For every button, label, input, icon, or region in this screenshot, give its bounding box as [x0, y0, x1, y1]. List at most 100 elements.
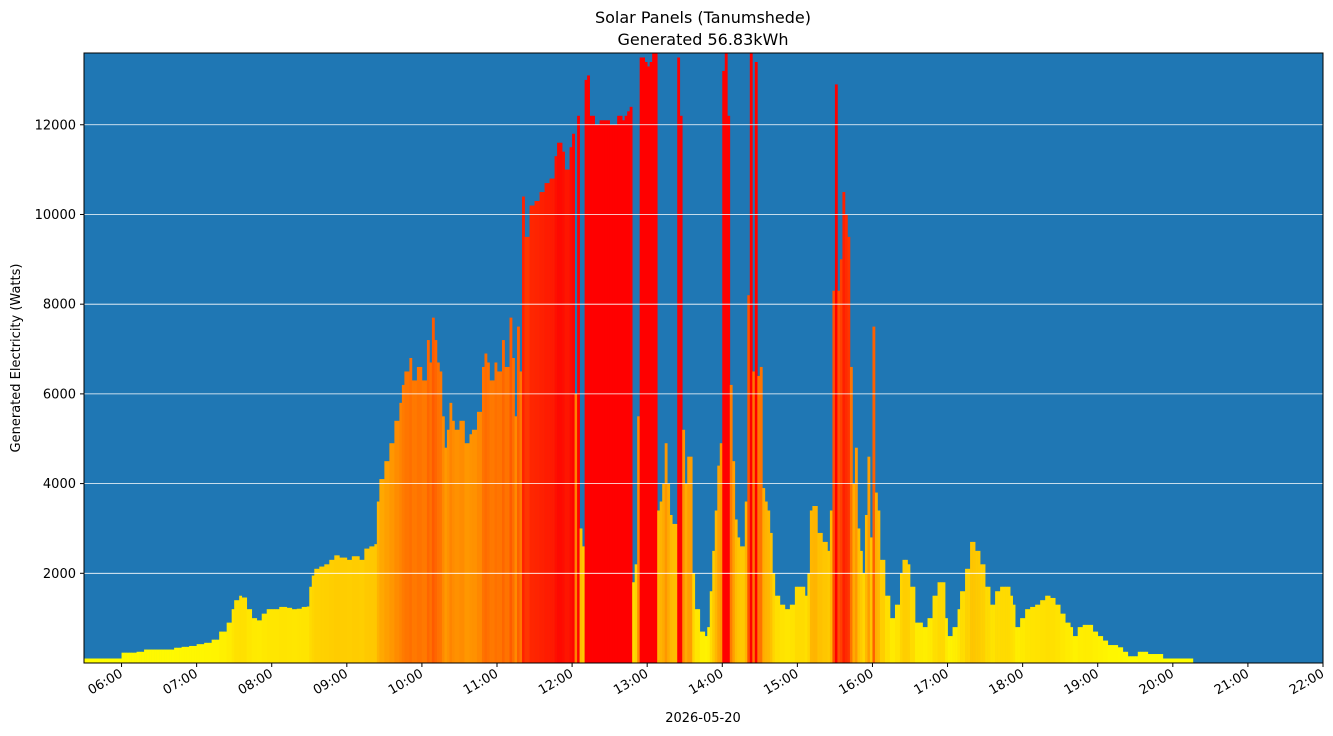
data-bar: [1042, 600, 1046, 663]
data-bar: [351, 556, 355, 663]
data-bar: [769, 532, 773, 663]
data-bar: [777, 595, 781, 663]
data-bar: [194, 645, 197, 663]
data-bar: [136, 651, 140, 663]
data-bar: [181, 646, 185, 663]
x-tick-label: 16:00: [837, 666, 877, 698]
x-tick-label: 11:00: [461, 666, 501, 698]
data-bar: [724, 53, 728, 663]
data-bar: [199, 644, 202, 663]
data-bar: [211, 639, 215, 663]
data-bar: [982, 564, 986, 663]
x-tick-label: 14:00: [686, 666, 726, 698]
data-bar: [281, 606, 285, 663]
data-bar: [414, 380, 418, 663]
data-bar: [669, 514, 673, 663]
data-bar: [406, 371, 410, 663]
y-tick-label: 10000: [35, 208, 76, 223]
data-bar: [920, 622, 923, 663]
data-bar: [1070, 627, 1074, 663]
data-bar: [509, 317, 513, 663]
data-bar: [935, 595, 938, 663]
data-bar: [714, 510, 718, 663]
data-bar: [1055, 604, 1059, 663]
data-bar: [727, 115, 731, 664]
data-bar: [1127, 656, 1131, 663]
data-bar: [532, 205, 535, 663]
data-bar: [84, 658, 87, 663]
data-bar: [1062, 613, 1066, 663]
data-bar: [314, 568, 318, 663]
data-bar: [809, 510, 813, 663]
data-bar: [129, 652, 132, 663]
data-bar: [206, 642, 210, 663]
data-bar: [249, 609, 253, 663]
data-bar: [384, 461, 388, 663]
data-bar: [839, 259, 843, 663]
chart-title: Solar Panels (Tanumshede): [595, 8, 811, 27]
data-bar: [219, 631, 223, 663]
data-bar: [436, 362, 440, 663]
data-bar: [814, 506, 818, 663]
data-bar: [404, 371, 408, 663]
data-bar: [426, 340, 430, 663]
data-bar: [629, 106, 633, 663]
y-axis: 2000 4000 6000 8000 10000 12000: [35, 118, 84, 582]
data-bar: [344, 557, 348, 663]
data-bar: [502, 340, 505, 663]
data-bar: [542, 192, 545, 664]
data-bar: [967, 568, 971, 663]
data-bar: [1057, 604, 1061, 663]
data-bar: [234, 600, 238, 663]
data-bar: [887, 595, 891, 663]
data-bar: [1162, 658, 1166, 663]
data-bar: [527, 236, 530, 663]
data-bar: [624, 115, 628, 664]
data-bar: [434, 340, 438, 663]
data-bar: [1122, 651, 1126, 663]
data-bar: [704, 636, 708, 663]
data-bar: [1022, 618, 1026, 663]
data-bar: [817, 532, 821, 663]
data-bar: [1020, 618, 1023, 663]
data-bar: [922, 627, 926, 663]
data-bar: [925, 627, 928, 663]
data-bar: [797, 586, 801, 663]
data-bar: [829, 510, 833, 663]
data-bar: [461, 420, 465, 663]
data-bar: [619, 115, 623, 664]
data-bar: [284, 606, 288, 663]
data-bar: [1135, 656, 1139, 663]
data-bar: [529, 205, 533, 663]
data-bar: [1160, 654, 1164, 663]
data-bar: [995, 591, 998, 663]
data-bar: [734, 519, 738, 663]
chart-subtitle: Generated 56.83kWh: [618, 30, 789, 49]
data-bar: [376, 501, 380, 663]
data-bar: [491, 380, 495, 663]
data-bar: [454, 429, 458, 663]
data-bar: [574, 393, 578, 663]
data-bar: [251, 618, 255, 663]
data-bar: [794, 586, 798, 663]
data-bar: [564, 169, 568, 663]
data-bar: [99, 658, 102, 663]
data-bar: [499, 371, 503, 663]
data-bar: [679, 115, 683, 664]
data-bar: [186, 646, 190, 663]
data-bar: [702, 631, 706, 663]
data-bar: [677, 57, 681, 664]
data-bar: [1172, 658, 1176, 663]
data-bar: [1080, 627, 1084, 663]
data-bar: [812, 506, 816, 663]
data-bar: [654, 53, 658, 663]
data-bar: [757, 375, 761, 663]
data-bar: [354, 556, 358, 663]
data-bar: [824, 541, 828, 663]
data-bar: [364, 548, 368, 664]
data-bar: [722, 70, 726, 663]
data-bar: [296, 608, 300, 663]
data-bar: [859, 550, 863, 663]
data-bar: [877, 510, 881, 663]
data-bar: [89, 658, 92, 663]
